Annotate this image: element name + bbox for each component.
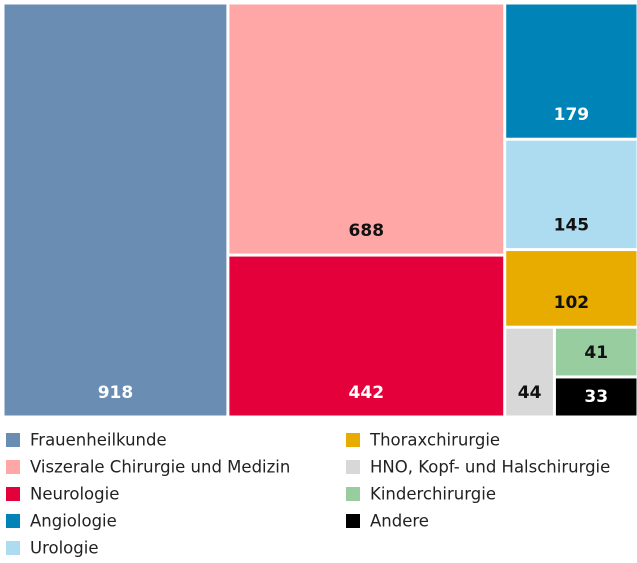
legend-label: Thoraxchirurgie — [369, 431, 500, 450]
legend-label: Urologie — [30, 539, 98, 558]
legend-label: Frauenheilkunde — [30, 431, 167, 450]
value-label: 918 — [98, 383, 134, 403]
legend-label: HNO, Kopf- und Halschirurgie — [370, 458, 610, 477]
legend-label: Angiologie — [30, 512, 117, 531]
treemap-tile — [506, 4, 637, 138]
value-label: 442 — [349, 383, 385, 403]
value-label: 44 — [518, 383, 542, 403]
treemap-tile — [506, 328, 553, 416]
treemap-tile — [4, 4, 227, 416]
value-label: 41 — [584, 343, 608, 363]
legend-swatch — [346, 514, 360, 528]
value-label: 688 — [349, 221, 385, 241]
treemap-tile — [229, 256, 504, 416]
treemap-tile — [229, 4, 504, 254]
legend-swatch — [6, 460, 20, 474]
legend-label: Viszerale Chirurgie und Medizin — [30, 458, 290, 477]
value-label: 102 — [554, 293, 590, 313]
treemap-tile — [506, 140, 637, 249]
legend-swatch — [6, 541, 20, 555]
legend-swatch — [6, 514, 20, 528]
treemap-tile — [506, 251, 637, 326]
value-label: 179 — [554, 105, 590, 125]
legend-swatch — [346, 487, 360, 501]
treemap-tile — [555, 378, 637, 416]
legend-label: Neurologie — [30, 485, 119, 504]
legend-swatch — [6, 487, 20, 501]
treemap-tile — [555, 328, 637, 376]
legend-swatch — [346, 433, 360, 447]
legend-label: Kinderchirurgie — [370, 485, 496, 504]
value-label: 33 — [584, 387, 608, 407]
legend-label: Andere — [370, 512, 429, 531]
legend-swatch — [6, 433, 20, 447]
value-label: 145 — [554, 216, 590, 236]
legend-swatch — [346, 460, 360, 474]
